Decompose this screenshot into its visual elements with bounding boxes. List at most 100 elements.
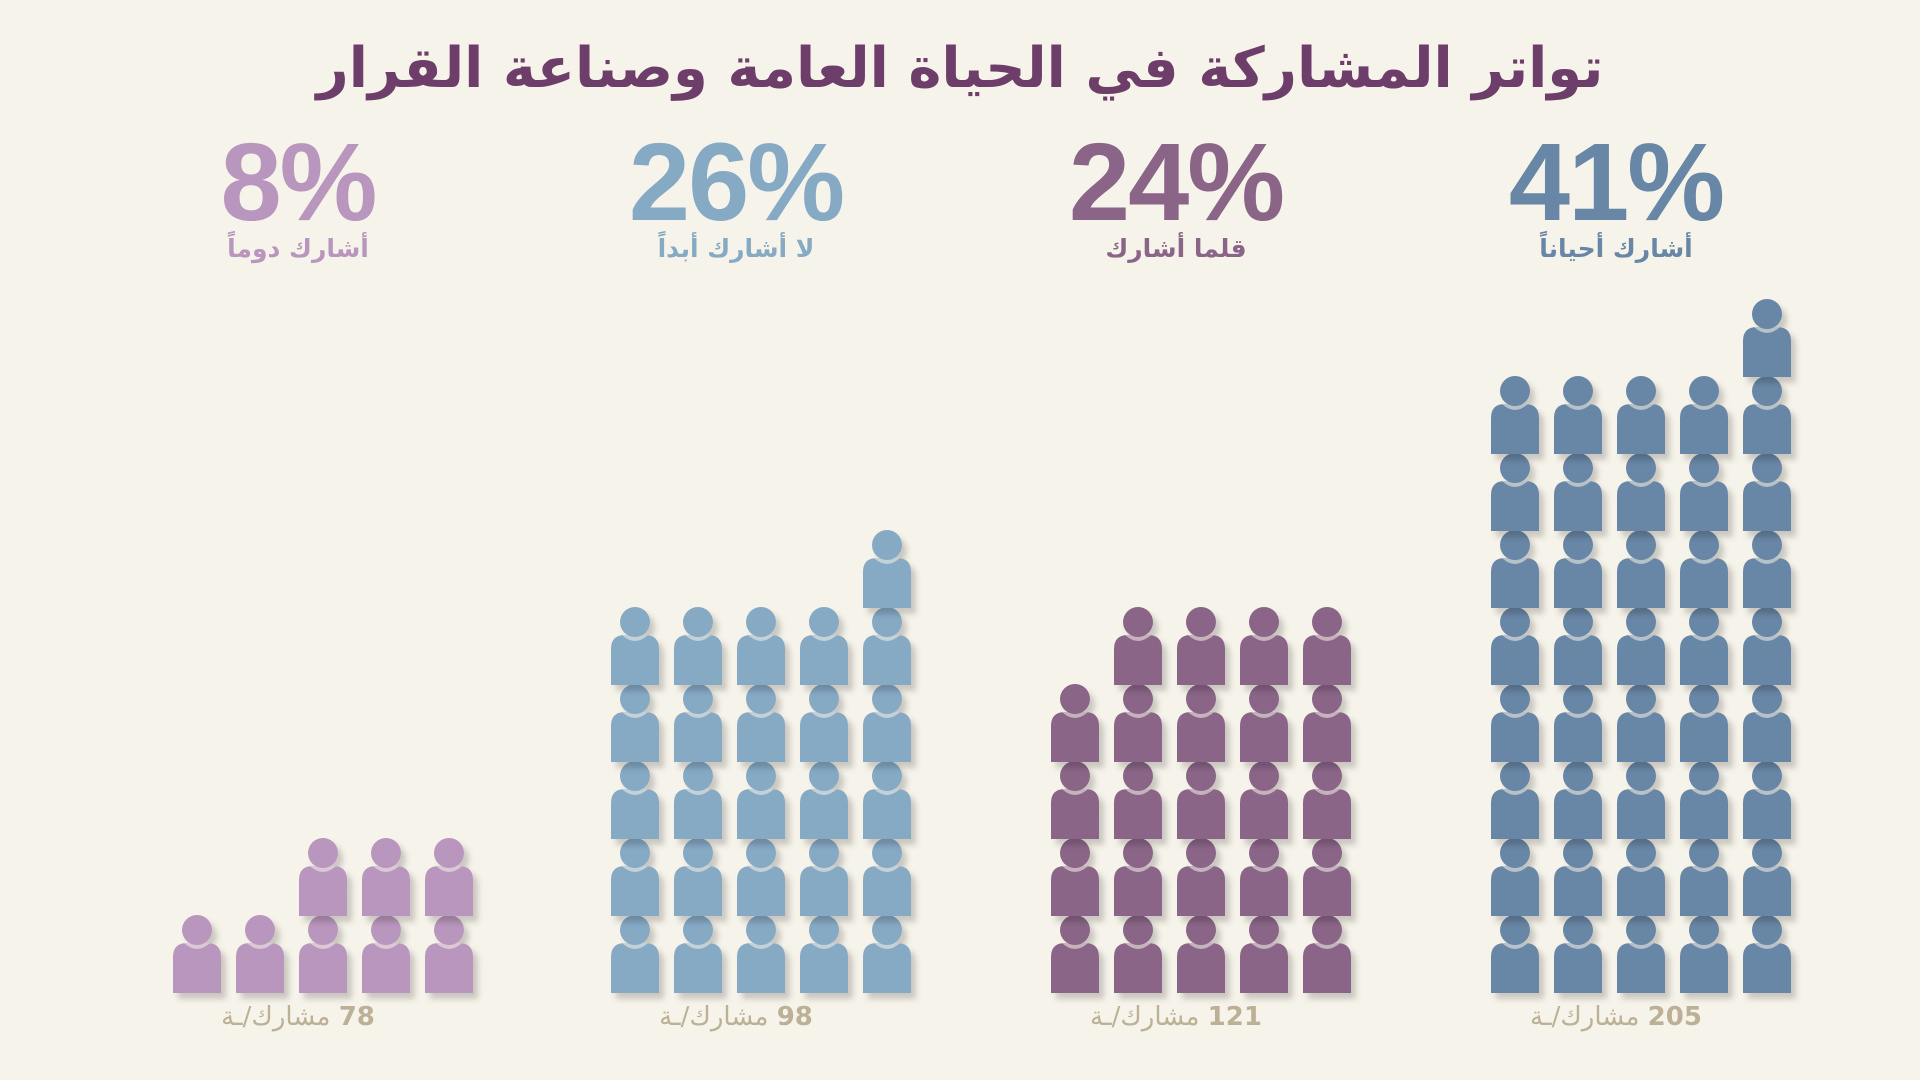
person-icon-always-4 xyxy=(425,915,473,993)
person-icon-never-12 xyxy=(737,761,785,839)
person-icon-never-7 xyxy=(737,838,785,916)
person-icon-rarely-5 xyxy=(1051,838,1099,916)
person-icon-rarely-4 xyxy=(1303,915,1351,993)
count-value-sometimes: 205 xyxy=(1647,1002,1702,1032)
person-icon-sometimes-30 xyxy=(1491,453,1539,531)
person-icon-rarely-2 xyxy=(1177,915,1225,993)
count-unit-rarely: مشارك/ـة xyxy=(1090,1002,1200,1032)
person-icon-sometimes-40 xyxy=(1743,299,1791,377)
person-icon-never-8 xyxy=(800,838,848,916)
person-icon-always-5 xyxy=(425,838,473,916)
person-icon-sometimes-16 xyxy=(1554,684,1602,762)
person-icon-sometimes-18 xyxy=(1680,684,1728,762)
person-icon-never-0 xyxy=(611,915,659,993)
person-icon-sometimes-8 xyxy=(1680,838,1728,916)
person-icon-sometimes-19 xyxy=(1743,684,1791,762)
person-icon-never-23 xyxy=(800,607,848,685)
person-icon-rarely-10 xyxy=(1051,761,1099,839)
person-icon-rarely-23 xyxy=(1114,607,1162,685)
person-icon-never-16 xyxy=(674,684,722,762)
category-label-sometimes: أشارك أحياناً xyxy=(1539,234,1693,263)
person-icon-sometimes-23 xyxy=(1680,607,1728,685)
person-icon-rarely-20 xyxy=(1303,607,1351,685)
count-unit-always: مشارك/ـة xyxy=(221,1002,331,1032)
person-icon-sometimes-1 xyxy=(1554,915,1602,993)
person-icon-never-14 xyxy=(863,761,911,839)
person-icon-sometimes-38 xyxy=(1680,376,1728,454)
percent-label-rarely: 24% xyxy=(1068,121,1285,244)
person-icon-rarely-15 xyxy=(1051,684,1099,762)
count-unit-sometimes: مشارك/ـة xyxy=(1530,1002,1640,1032)
person-icon-sometimes-31 xyxy=(1554,453,1602,531)
chart-title: تواتر المشاركة في الحياة العامة وصناعة ا… xyxy=(316,36,1604,101)
person-icon-rarely-7 xyxy=(1177,838,1225,916)
person-icon-sometimes-22 xyxy=(1617,607,1665,685)
count-value-never: 98 xyxy=(776,1002,813,1032)
person-icon-rarely-18 xyxy=(1240,684,1288,762)
person-icon-rarely-3 xyxy=(1240,915,1288,993)
person-icon-never-3 xyxy=(800,915,848,993)
person-icon-never-25 xyxy=(863,530,911,608)
person-icon-sometimes-21 xyxy=(1554,607,1602,685)
person-icon-sometimes-24 xyxy=(1743,607,1791,685)
person-icon-sometimes-36 xyxy=(1554,376,1602,454)
person-icon-sometimes-13 xyxy=(1680,761,1728,839)
person-icon-rarely-12 xyxy=(1177,761,1225,839)
person-icon-never-1 xyxy=(674,915,722,993)
percent-label-never: 26% xyxy=(628,121,845,244)
person-icon-rarely-13 xyxy=(1240,761,1288,839)
count-unit-never: مشارك/ـة xyxy=(659,1002,769,1032)
person-icon-sometimes-20 xyxy=(1491,607,1539,685)
person-icon-sometimes-12 xyxy=(1617,761,1665,839)
person-icon-rarely-16 xyxy=(1114,684,1162,762)
person-icon-always-1 xyxy=(236,915,284,993)
person-icon-never-10 xyxy=(611,761,659,839)
person-icon-never-11 xyxy=(674,761,722,839)
person-icon-sometimes-10 xyxy=(1491,761,1539,839)
person-icon-sometimes-2 xyxy=(1617,915,1665,993)
person-icon-sometimes-6 xyxy=(1554,838,1602,916)
person-icon-sometimes-7 xyxy=(1617,838,1665,916)
person-icon-sometimes-37 xyxy=(1617,376,1665,454)
person-icon-never-17 xyxy=(737,684,785,762)
person-icon-sometimes-32 xyxy=(1617,453,1665,531)
person-icon-sometimes-4 xyxy=(1743,915,1791,993)
person-icon-rarely-22 xyxy=(1177,607,1225,685)
category-label-always: أشارك دوماً xyxy=(227,234,369,263)
person-icon-rarely-19 xyxy=(1303,684,1351,762)
person-icon-sometimes-17 xyxy=(1617,684,1665,762)
person-icon-sometimes-15 xyxy=(1491,684,1539,762)
person-icon-sometimes-39 xyxy=(1743,376,1791,454)
person-icon-sometimes-14 xyxy=(1743,761,1791,839)
count-value-rarely: 121 xyxy=(1207,1002,1262,1032)
person-icon-sometimes-26 xyxy=(1554,530,1602,608)
person-icon-never-2 xyxy=(737,915,785,993)
person-icon-never-5 xyxy=(611,838,659,916)
person-icon-sometimes-35 xyxy=(1491,376,1539,454)
person-icon-rarely-6 xyxy=(1114,838,1162,916)
category-label-never: لا أشارك أبداً xyxy=(657,234,815,263)
person-icon-never-18 xyxy=(800,684,848,762)
person-icon-rarely-1 xyxy=(1114,915,1162,993)
person-icon-always-2 xyxy=(299,915,347,993)
person-icon-rarely-21 xyxy=(1240,607,1288,685)
person-icon-sometimes-34 xyxy=(1743,453,1791,531)
person-icon-sometimes-33 xyxy=(1680,453,1728,531)
person-icon-rarely-8 xyxy=(1240,838,1288,916)
count-value-always: 78 xyxy=(338,1002,375,1032)
person-icon-sometimes-27 xyxy=(1617,530,1665,608)
person-icon-sometimes-29 xyxy=(1743,530,1791,608)
person-icon-rarely-14 xyxy=(1303,761,1351,839)
person-icon-always-6 xyxy=(362,838,410,916)
person-icon-never-6 xyxy=(674,838,722,916)
person-icon-always-7 xyxy=(299,838,347,916)
person-icon-never-21 xyxy=(674,607,722,685)
person-icon-sometimes-3 xyxy=(1680,915,1728,993)
person-icon-sometimes-0 xyxy=(1491,915,1539,993)
person-icon-never-24 xyxy=(863,607,911,685)
person-icon-sometimes-9 xyxy=(1743,838,1791,916)
person-icon-always-3 xyxy=(362,915,410,993)
person-icon-rarely-17 xyxy=(1177,684,1225,762)
count-label-always: 78 مشارك/ـة xyxy=(118,1002,478,1032)
